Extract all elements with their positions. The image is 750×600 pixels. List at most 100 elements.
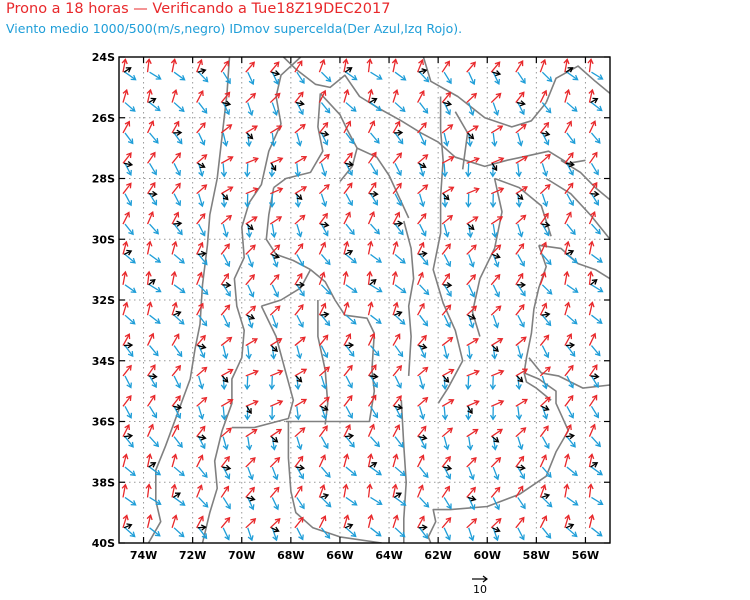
right-mover-vector [541, 345, 550, 359]
right-mover-vector [245, 345, 252, 360]
left-mover-vector [343, 333, 352, 346]
reference-vector: 10 [472, 575, 488, 596]
right-mover-vector [566, 436, 576, 448]
mean-wind-vector [172, 404, 183, 411]
right-mover-vector [541, 102, 552, 114]
left-mover-vector [417, 334, 427, 346]
right-mover-vector [149, 284, 162, 293]
right-mover-vector [173, 436, 183, 448]
left-mover-vector [270, 156, 284, 164]
left-mover-vector [171, 395, 181, 407]
border-line [273, 93, 324, 189]
right-mover-vector [443, 284, 452, 297]
right-mover-vector [541, 314, 552, 327]
left-mover-vector [588, 240, 595, 255]
right-mover-vector [591, 284, 604, 293]
mean-wind-vector [443, 464, 453, 471]
left-mover-vector [367, 332, 376, 346]
right-mover-vector [541, 496, 553, 508]
right-mover-vector [491, 345, 498, 360]
right-mover-vector [515, 406, 523, 421]
y-tick-label: 40S [92, 537, 115, 550]
left-mover-vector [441, 91, 452, 103]
mean-wind-vector [344, 523, 354, 530]
left-mover-vector [294, 272, 303, 286]
right-mover-vector [198, 375, 205, 390]
right-mover-vector [566, 314, 578, 325]
left-mover-vector [466, 244, 477, 255]
left-mover-vector [146, 120, 155, 134]
mean-wind-vector [197, 162, 206, 169]
right-mover-vector [370, 284, 383, 293]
right-mover-vector [320, 71, 332, 83]
left-mover-vector [269, 244, 281, 255]
right-mover-vector [443, 223, 450, 238]
left-mover-vector [294, 155, 308, 164]
right-mover-vector [247, 254, 254, 268]
right-mover-vector [222, 466, 231, 480]
right-mover-vector [222, 436, 229, 451]
mean-wind-vector [123, 523, 133, 530]
left-mover-vector [294, 91, 304, 103]
left-mover-vector [146, 453, 153, 468]
right-mover-vector [198, 527, 208, 540]
right-mover-vector [124, 253, 136, 264]
mean-wind-vector [197, 68, 207, 75]
left-mover-vector [417, 184, 429, 195]
right-mover-vector [370, 496, 383, 505]
left-mover-vector [588, 394, 598, 407]
mean-wind-vector [270, 436, 279, 443]
right-mover-vector [173, 102, 185, 113]
left-mover-vector [171, 301, 178, 316]
left-mover-vector [294, 336, 306, 347]
left-mover-vector [171, 364, 182, 377]
left-mover-vector [220, 124, 233, 134]
left-mover-vector [564, 333, 573, 346]
left-mover-vector [343, 152, 353, 164]
right-mover-vector [517, 436, 524, 451]
right-mover-vector [394, 375, 402, 389]
mean-wind-vector [295, 281, 306, 289]
left-mover-vector [343, 211, 351, 225]
left-mover-vector [490, 216, 504, 225]
left-mover-vector [441, 516, 452, 529]
right-mover-vector [271, 254, 279, 268]
left-mover-vector [147, 151, 156, 164]
axis-ticks: 74W 72W 70W 68W 66W 64W 62W 60W 58W 56W 24S 26S 28S 3… [92, 51, 610, 562]
right-mover-vector [394, 527, 406, 538]
x-tick-label: 72W [179, 549, 206, 562]
left-mover-vector [171, 182, 181, 195]
right-mover-vector [492, 497, 501, 511]
left-mover-vector [171, 514, 178, 529]
left-mover-vector [564, 120, 573, 134]
right-mover-vector [465, 375, 472, 391]
left-mover-vector [269, 428, 283, 438]
right-mover-vector [222, 497, 231, 510]
left-mover-vector [171, 211, 180, 225]
left-mover-vector [220, 399, 234, 407]
mean-wind-vector [418, 524, 428, 531]
left-mover-vector [441, 186, 455, 195]
left-mover-vector [171, 424, 180, 437]
right-mover-vector [566, 71, 579, 81]
left-mover-vector [294, 123, 306, 134]
left-mover-vector [294, 485, 303, 498]
mean-wind-vector [541, 130, 551, 137]
y-tick-label: 28S [92, 173, 115, 186]
right-mover-vector [149, 102, 161, 112]
right-mover-vector [124, 466, 136, 477]
left-mover-vector [318, 271, 326, 286]
border-line [523, 372, 552, 401]
left-mover-vector [147, 181, 156, 195]
right-mover-vector [394, 102, 406, 113]
mean-wind-vector [270, 162, 277, 172]
left-mover-vector [466, 369, 480, 377]
left-mover-vector [245, 92, 257, 104]
left-mover-vector [539, 89, 548, 103]
left-mover-vector [245, 457, 256, 468]
left-mover-vector [342, 58, 349, 73]
right-mover-vector [345, 527, 357, 538]
left-mover-vector [564, 182, 574, 195]
mean-wind-vector [148, 190, 158, 198]
left-mover-vector [318, 484, 326, 498]
